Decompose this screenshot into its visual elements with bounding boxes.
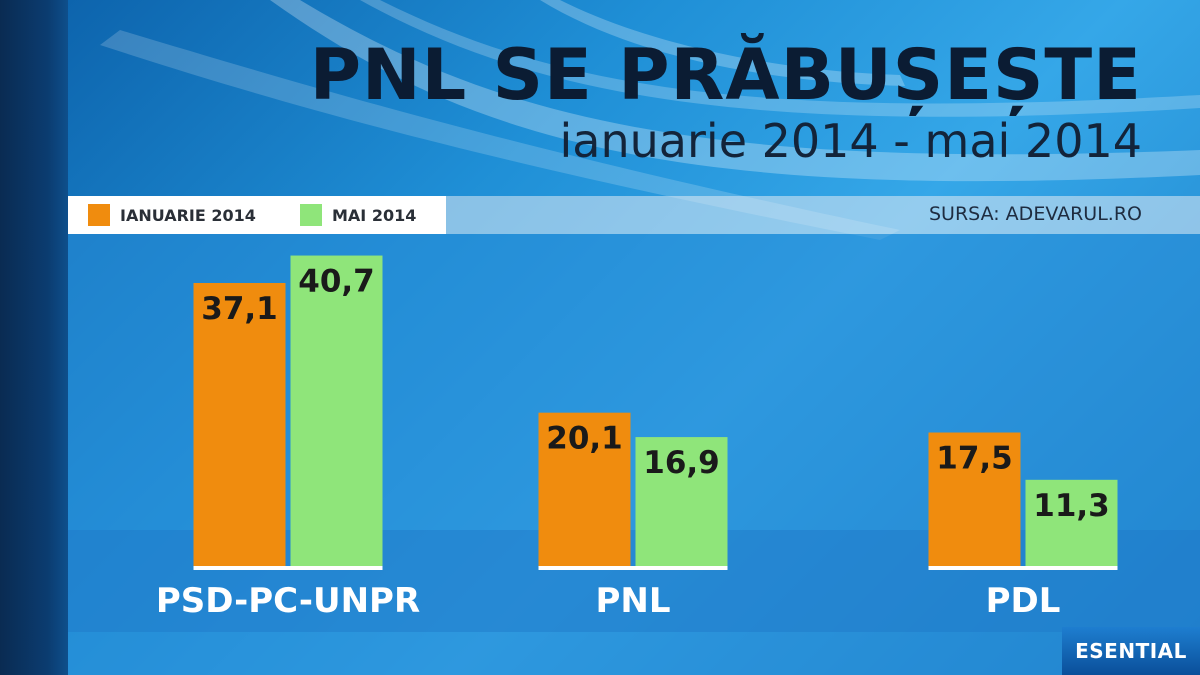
data-label-pdl-series-1: 17,5 — [936, 441, 1013, 477]
legend-item-series-1: IANUARIE 2014 — [88, 196, 256, 234]
chart-subtitle: ianuarie 2014 - mai 2014 — [559, 114, 1142, 168]
group-baseline-psd-pc-unpr — [193, 566, 383, 570]
legend-label-series-1: IANUARIE 2014 — [120, 205, 256, 225]
data-label-psd-pc-unpr-series-2: 40,7 — [298, 264, 375, 300]
source-credit: SURSA: ADEVARUL.RO — [929, 203, 1142, 225]
channel-logo-text: ESENTIAL — [1075, 639, 1187, 663]
legend-swatch-series-2 — [300, 204, 322, 226]
legend: IANUARIE 2014 MAI 2014 — [68, 196, 446, 234]
channel-logo: ESENTIAL — [1062, 627, 1200, 675]
bar-psd-pc-unpr-series-1 — [193, 283, 286, 566]
group-baseline-pnl — [538, 566, 728, 570]
bar-pdl-series-2 — [1025, 479, 1118, 566]
data-label-pnl-series-1: 20,1 — [546, 421, 623, 457]
category-label-pdl: PDL — [986, 581, 1061, 621]
data-label-pnl-series-2: 16,9 — [643, 445, 720, 481]
bar-pnl-series-2 — [635, 437, 728, 566]
data-label-psd-pc-unpr-series-1: 37,1 — [201, 291, 278, 327]
bar-pdl-series-1 — [928, 432, 1021, 566]
legend-item-series-2: MAI 2014 — [300, 196, 416, 234]
group-baseline-pdl — [928, 566, 1118, 570]
legend-swatch-series-1 — [88, 204, 110, 226]
chart-title: PNL SE PRĂBUȘEȘTE — [309, 34, 1142, 116]
category-label-pnl: PNL — [595, 581, 670, 621]
legend-label-series-2: MAI 2014 — [332, 205, 417, 225]
data-label-pdl-series-2: 11,3 — [1033, 488, 1110, 524]
category-label-psd-pc-unpr: PSD-PC-UNPR — [156, 581, 420, 621]
bar-psd-pc-unpr-series-2 — [290, 255, 383, 566]
bar-pnl-series-1 — [538, 412, 631, 566]
left-edge-strip — [0, 0, 68, 675]
